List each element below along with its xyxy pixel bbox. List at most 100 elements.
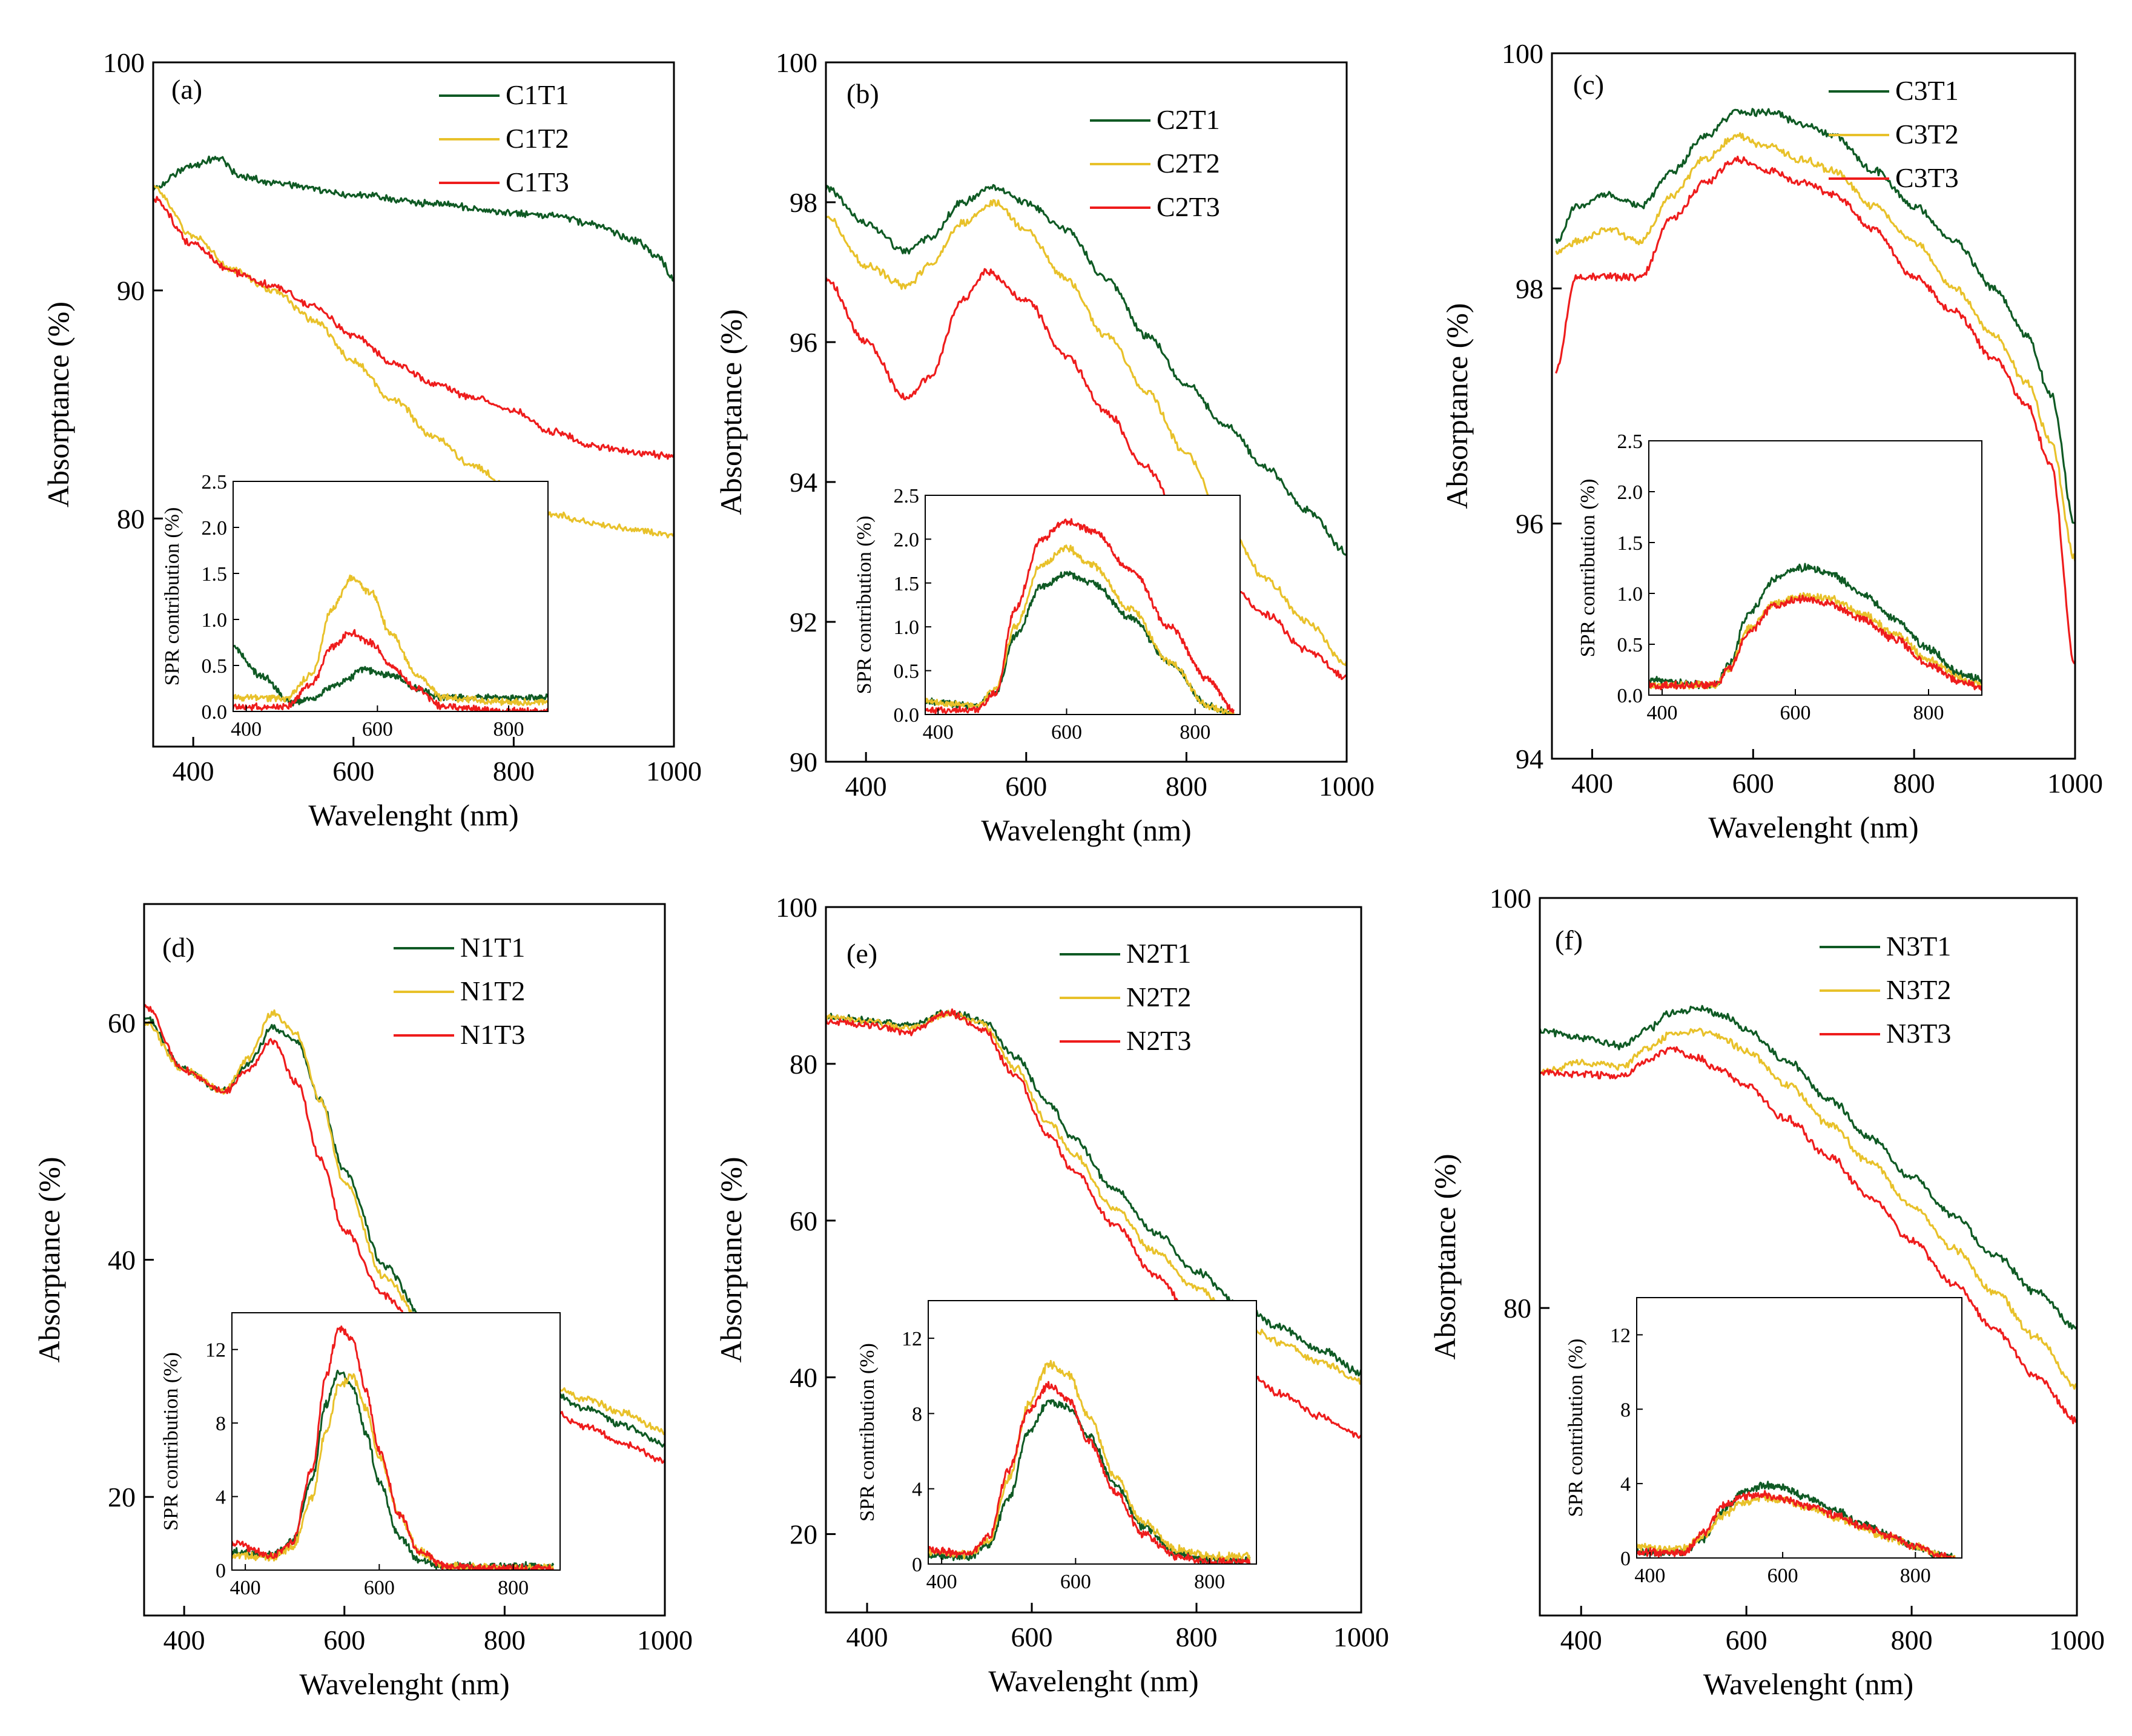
inset-y-tick-label: 8: [1620, 1399, 1631, 1421]
inset-x-tick-label: 600: [1767, 1565, 1798, 1587]
series-line-C2T3: [826, 268, 1347, 681]
inset-frame: [928, 1300, 1257, 1565]
legend-label-C1T3: C1T3: [506, 167, 569, 197]
series-group: [1540, 1005, 2077, 1425]
inset-x-tick-label: 800: [1913, 702, 1944, 724]
y-tick-label: 40: [108, 1245, 136, 1276]
legend-label-N1T2: N1T2: [460, 975, 525, 1006]
inset-y-tick-label: 2.0: [894, 529, 920, 551]
inset-y-tick-label: 1.0: [202, 609, 228, 632]
inset-y-tick-label: 4: [216, 1487, 226, 1509]
legend-label-C3T2: C3T2: [1895, 119, 1959, 150]
inset-series-group: [1649, 563, 1982, 691]
legend-label-N2T2: N2T2: [1126, 982, 1191, 1012]
x-tick-label: 1000: [637, 1625, 693, 1655]
y-tick-label: 60: [790, 1206, 817, 1236]
inset-x-tick-label: 800: [493, 718, 524, 741]
legend: N3T1 N3T2 N3T3: [1820, 931, 1951, 1049]
inset-background: [1637, 1298, 1962, 1558]
inset-y-tick-label: 2.5: [202, 471, 228, 493]
x-axis-label: Wavelenght (nm): [988, 1664, 1198, 1698]
inset-y-tick-label: 2.0: [1617, 481, 1643, 504]
y-tick-label: 60: [108, 1008, 136, 1038]
inset-x-tick-label: 400: [230, 1577, 261, 1599]
legend: C1T1 C1T2 C1T3: [439, 79, 569, 197]
series-line-C2T2: [826, 199, 1347, 666]
y-axis-label: Absorptance (%): [32, 1157, 66, 1362]
series-line-C1T2: [153, 185, 674, 539]
legend-label-N2T1: N2T1: [1126, 938, 1191, 969]
inset-x-tick-label: 800: [1180, 721, 1210, 744]
inset-y-tick-label: 2.0: [202, 517, 228, 540]
x-tick-label: 800: [1176, 1622, 1218, 1652]
inset-background: [232, 1313, 560, 1570]
x-tick-label: 400: [845, 771, 887, 802]
legend-label-C3T1: C3T1: [1895, 75, 1959, 106]
inset-x-tick-label: 400: [231, 718, 262, 741]
series-group: [826, 183, 1347, 681]
inset-chart: 400 600 800 0 4 8 12 SPR contribution (%): [856, 1300, 1257, 1593]
inset-series-line-N1T3: [232, 1325, 554, 1570]
x-tick-label: 600: [1726, 1625, 1767, 1655]
series-line-N2T3: [826, 1008, 1361, 1439]
y-tick-label: 98: [790, 187, 817, 218]
y-tick-label: 20: [790, 1519, 817, 1550]
series-group: [153, 155, 674, 539]
series-line-C3T1: [1555, 108, 2075, 524]
chart-panel-c: 400 600 800 1000 94 96 98 100 Wavelenght (nm) Abs…: [1440, 38, 2103, 844]
inset-y-tick-label: 0: [912, 1554, 922, 1576]
inset-y-tick-label: 0.0: [1617, 685, 1643, 707]
inset-x-tick-label: 600: [362, 718, 393, 741]
inset-series-line-N2T3: [928, 1381, 1251, 1564]
inset-y-tick-label: 0.0: [894, 704, 920, 727]
inset-y-tick-label: 8: [912, 1403, 922, 1425]
x-tick-label: 600: [1005, 771, 1047, 802]
x-tick-label: 1000: [2047, 768, 2103, 799]
y-tick-label: 100: [776, 47, 817, 78]
inset-chart: 400 600 800 0 4 8 12 SPR contribution (%): [160, 1312, 561, 1599]
inset-series-line-C1T2: [233, 574, 548, 707]
inset-x-tick-label: 600: [1051, 721, 1082, 744]
inset-frame: [1648, 440, 1982, 696]
legend: N1T1 N1T2 N1T3: [394, 932, 525, 1050]
inset-chart: 400 600 800 0.0 0.5 1.0 1.5 2.0 2.5 SPR contribut…: [161, 471, 549, 741]
inset-y-axis-label: SPR contribution (%): [161, 507, 183, 686]
inset-series-line-C1T3: [233, 629, 548, 711]
y-tick-label: 94: [790, 467, 817, 498]
legend-label-N3T1: N3T1: [1886, 931, 1951, 962]
x-tick-label: 600: [323, 1625, 365, 1655]
inset-series-line-N1T2: [232, 1373, 554, 1570]
x-tick-label: 800: [493, 756, 535, 787]
y-tick-label: 80: [790, 1049, 817, 1080]
series-line-N3T2: [1540, 1028, 2077, 1390]
inset-frame: [1636, 1297, 1962, 1559]
inset-series-line-C2T3: [925, 518, 1235, 715]
inset-series-group: [928, 1359, 1251, 1564]
plot-frame: [1551, 52, 2076, 760]
inset-y-axis-label: SPR contribution (%): [1577, 479, 1599, 658]
legend-label-N3T3: N3T3: [1886, 1018, 1951, 1049]
series-line-N3T3: [1540, 1046, 2077, 1425]
legend-label-C3T3: C3T3: [1895, 162, 1959, 193]
y-tick-label: 96: [790, 327, 817, 358]
y-axis-label: Absorptance (%): [714, 1157, 748, 1362]
y-axis-label: Absorptance (%): [714, 309, 748, 515]
panel-label: (c): [1573, 69, 1604, 100]
legend-label-C2T3: C2T3: [1157, 191, 1220, 222]
inset-x-tick-label: 400: [1634, 1565, 1665, 1587]
y-tick-label: 100: [103, 47, 145, 78]
panel-label: (a): [171, 74, 202, 105]
inset-series-line-C3T3: [1649, 595, 1982, 691]
inset-y-tick-label: 4: [912, 1479, 922, 1501]
inset-y-axis-label: SPR contribution (%): [856, 1343, 879, 1522]
inset-y-tick-label: 1.0: [1617, 583, 1643, 606]
inset-frame: [231, 1312, 561, 1571]
x-tick-label: 1000: [1333, 1622, 1389, 1652]
inset-chart: 400 600 800 0 4 8 12 SPR contribution (%): [1565, 1297, 1962, 1587]
legend: C3T1 C3T2 C3T3: [1829, 75, 1959, 193]
y-tick-label: 100: [1490, 883, 1531, 914]
inset-background: [928, 1301, 1256, 1564]
x-tick-label: 400: [847, 1622, 888, 1652]
